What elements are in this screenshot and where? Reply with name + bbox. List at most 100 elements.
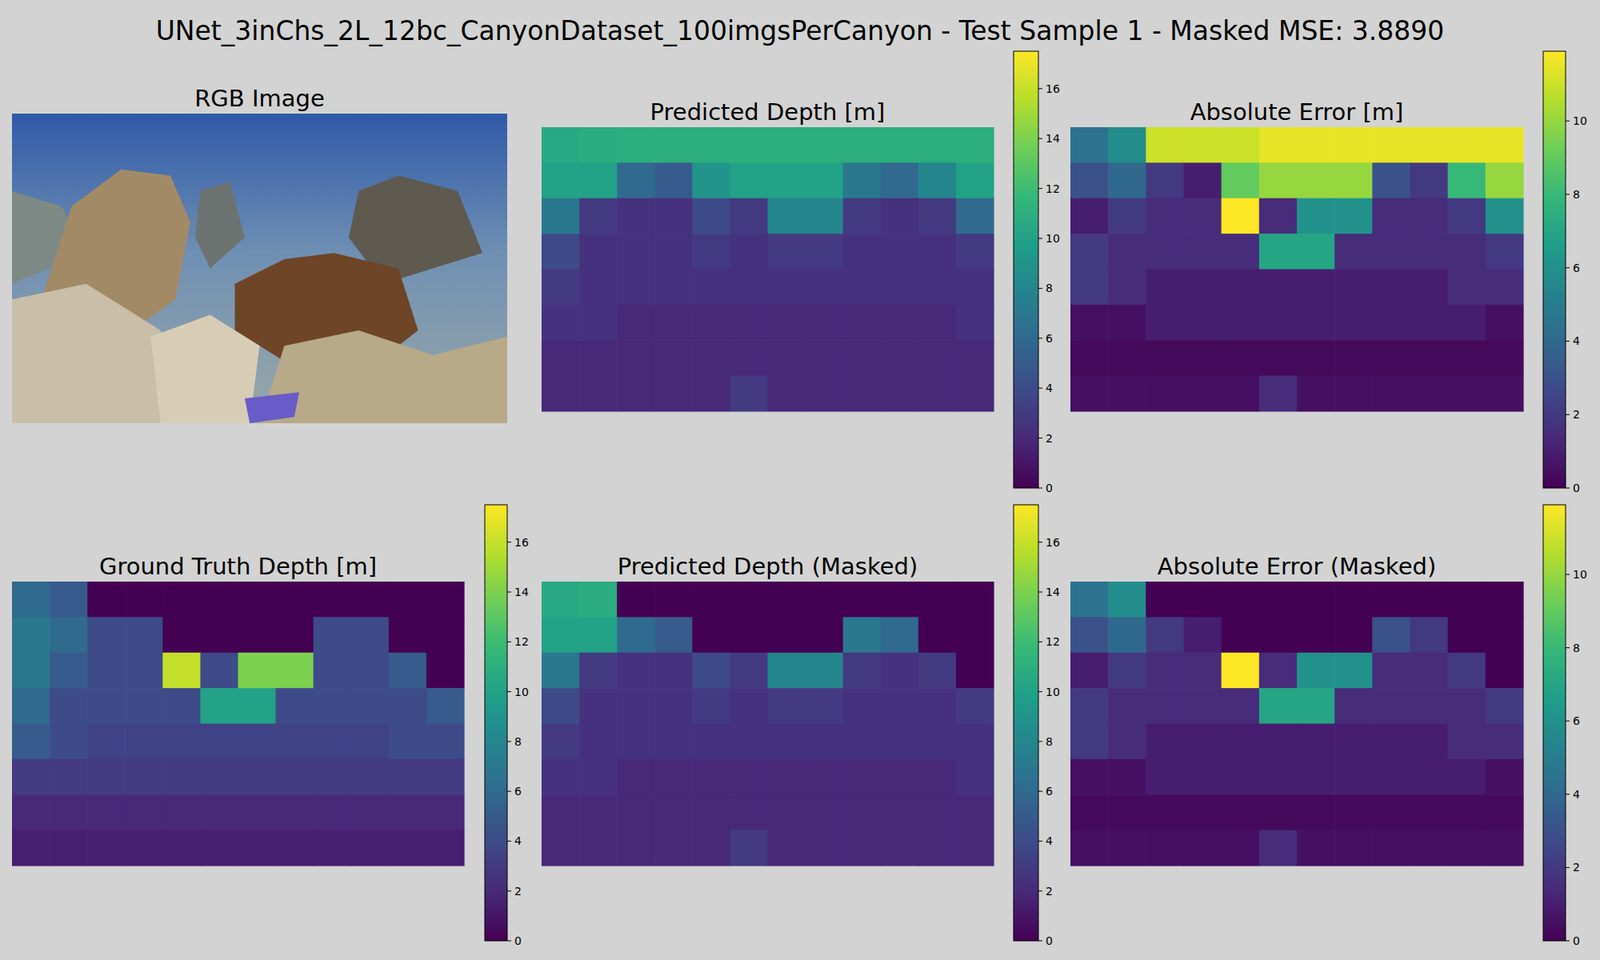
heat-cell: [541, 830, 580, 867]
colorbar-tick-label: 4: [1045, 381, 1053, 395]
heat-cell: [843, 581, 882, 618]
heat-cell: [918, 198, 957, 235]
heat-cell: [918, 794, 957, 831]
heat-cell: [1108, 233, 1147, 270]
heat-cell: [768, 794, 807, 831]
heat-cell: [616, 162, 656, 199]
heat-cell: [616, 794, 656, 831]
colorbar-tick: [1038, 740, 1043, 742]
heat-cell: [729, 830, 768, 867]
heat-cell: [1070, 198, 1109, 235]
heat-cell: [616, 127, 656, 164]
heat-cell: [956, 652, 995, 689]
colorbar-tick: [1038, 691, 1043, 692]
heat-cell: [918, 724, 957, 760]
heat-cell: [1070, 794, 1109, 831]
heat-cell: [1145, 759, 1184, 796]
heat-cell: [1070, 269, 1109, 306]
heat-cell: [1296, 652, 1336, 689]
heat-cell: [616, 198, 656, 235]
heat-cell: [1334, 759, 1373, 796]
heat-cell: [1485, 198, 1524, 235]
heat-cell: [1145, 233, 1184, 270]
heat-cell: [313, 724, 352, 760]
heat-cell: [1259, 830, 1298, 867]
heat-cell: [956, 304, 995, 341]
heat-cell: [880, 127, 920, 164]
heat-cell: [1259, 198, 1298, 235]
heat-cell: [1184, 340, 1223, 376]
colorbar-tick-label: 8: [1045, 281, 1053, 295]
heat-cell: [12, 794, 51, 831]
colorbar-tick: [1038, 541, 1043, 543]
heat-cell: [843, 269, 882, 306]
panel: Ground Truth Depth [m]0246810121416: [12, 504, 529, 948]
colorbar-tick: [1565, 867, 1570, 868]
heat-cell: [805, 233, 844, 270]
heat-cell: [918, 127, 957, 164]
heat-cell: [1410, 616, 1449, 653]
heat-cell: [1334, 376, 1373, 412]
heat-cell: [692, 162, 731, 199]
rock: [260, 330, 508, 424]
colorbar-tick-label: 4: [1045, 834, 1053, 848]
panel-title: Absolute Error (Masked): [1157, 552, 1436, 580]
heat-cell: [12, 581, 51, 618]
heat-cell: [1334, 688, 1373, 724]
heat-cell: [1372, 340, 1411, 376]
heat-cell: [1221, 162, 1260, 199]
heat-cell: [1485, 581, 1524, 618]
heat-cell: [1372, 688, 1411, 724]
colorbar-tick: [1038, 138, 1043, 140]
panel: Absolute Error (Masked) 0246810: [1070, 504, 1588, 948]
heat-cell: [1485, 376, 1524, 412]
heat-cell: [1259, 581, 1298, 618]
heat-cell: [1448, 233, 1487, 270]
colorbar: 0246810: [1543, 51, 1588, 495]
heat-cell: [654, 376, 693, 412]
heat-cell: [238, 794, 277, 831]
heat-cell: [351, 616, 390, 653]
heat-cell: [729, 652, 768, 689]
heat-cell: [313, 688, 352, 724]
colorbar-tick-label: 8: [1572, 188, 1580, 201]
heat-cell: [162, 794, 201, 831]
heat-cell: [1410, 724, 1449, 760]
colorbar: 0246810121416: [1013, 504, 1060, 948]
heat-cell: [1221, 198, 1260, 235]
heat-cell: [541, 724, 580, 760]
heat-cell: [351, 581, 390, 618]
heat-cell: [1184, 794, 1223, 831]
heat-cell: [541, 233, 580, 270]
heat-cell: [1296, 340, 1336, 376]
heat-cell: [843, 340, 882, 376]
heat-cell: [654, 127, 693, 164]
heat-cell: [616, 376, 656, 412]
heat-cell: [1070, 340, 1109, 376]
rock: [195, 181, 245, 268]
water: [12, 113, 508, 424]
heat-cell: [692, 759, 731, 796]
heat-cell: [1070, 127, 1109, 164]
heat-cell: [1296, 376, 1336, 412]
colorbar-tick-label: 14: [1045, 585, 1060, 599]
heat-cell: [351, 724, 390, 760]
heat-cell: [1070, 830, 1109, 867]
heat-cell: [1372, 794, 1411, 831]
heat-cell: [313, 581, 352, 618]
heat-cell: [579, 652, 618, 689]
heat-cell: [238, 724, 277, 760]
heat-cell: [124, 652, 164, 689]
heat-cell: [692, 830, 731, 867]
heat-cell: [729, 794, 768, 831]
heat-cell: [1145, 830, 1184, 867]
heat-cell: [1145, 688, 1184, 724]
heat-cell: [1259, 724, 1298, 760]
heat-cell: [276, 652, 315, 689]
heat-cell: [541, 162, 580, 199]
heat-cell: [238, 581, 277, 618]
colorbar: 0246810: [1543, 504, 1588, 948]
heat-cell: [162, 688, 201, 724]
heat-cell: [768, 304, 807, 341]
heat-cell: [805, 688, 844, 724]
